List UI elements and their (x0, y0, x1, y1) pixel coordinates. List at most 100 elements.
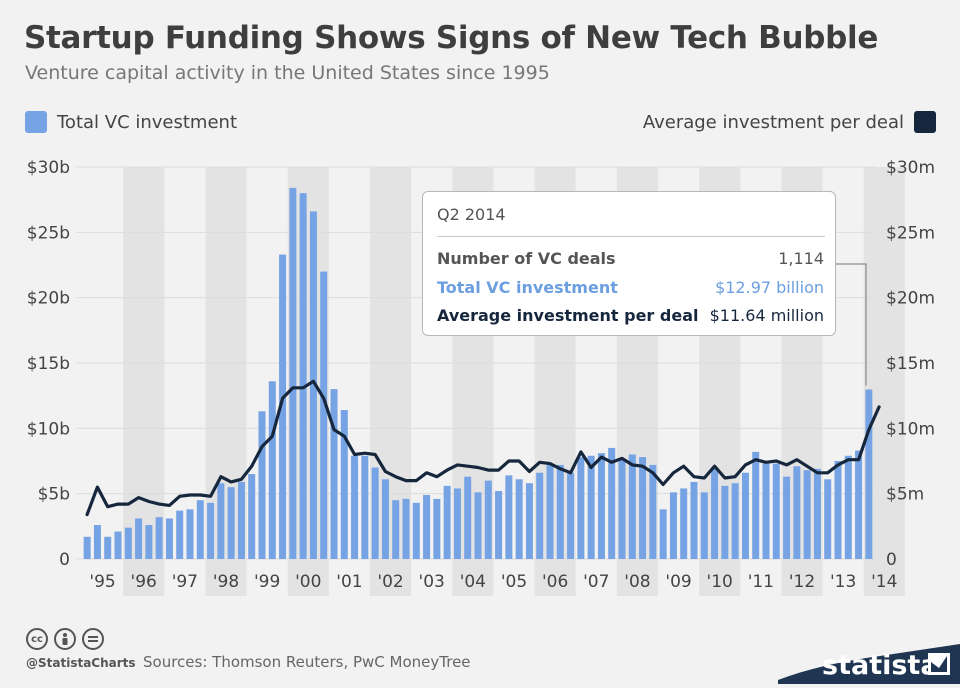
bar (381, 479, 389, 559)
bar (453, 488, 461, 559)
legend-line-label: Average investment per deal (642, 111, 904, 133)
bar (361, 455, 369, 559)
bar (567, 472, 575, 559)
legend-bar-label: Total VC investment (57, 111, 238, 133)
bar (690, 481, 698, 559)
y-left-tick-label: 0 (59, 550, 70, 570)
statista-logo[interactable]: statista (760, 628, 960, 688)
brand-wordmark: statista (822, 650, 939, 681)
tooltip-investment-label: Total VC investment (437, 278, 618, 297)
by-icon[interactable] (54, 628, 76, 650)
chart-title: Startup Funding Shows Signs of New Tech … (24, 20, 879, 56)
x-tick-label: '00 (295, 572, 321, 592)
license-icons[interactable]: cc (26, 628, 104, 650)
bar (844, 455, 852, 559)
tooltip-connector (836, 263, 867, 386)
bar (371, 467, 379, 559)
tooltip-divider (437, 236, 825, 237)
bar (155, 517, 163, 559)
tooltip-row-investment: Total VC investment $12.97 billion (437, 278, 824, 297)
bar (721, 485, 729, 559)
y-right-tick-label: 0 (886, 550, 897, 570)
bar (309, 211, 317, 559)
bar (793, 466, 801, 559)
y-right-tick-label: $25m (886, 223, 935, 243)
bar (124, 527, 132, 559)
bar (700, 492, 708, 559)
bar (320, 271, 328, 559)
bar (237, 481, 245, 559)
bar (165, 518, 173, 559)
bar (464, 476, 472, 559)
y-right-tick-label: $5m (886, 485, 924, 505)
bar (505, 475, 513, 559)
bar (525, 483, 533, 559)
bar (351, 455, 359, 559)
bar (659, 509, 667, 559)
bar (711, 468, 719, 559)
bar (772, 463, 780, 559)
legend-line-swatch (914, 111, 936, 133)
bar (433, 498, 441, 559)
bar (207, 502, 215, 559)
bar (289, 187, 297, 559)
bar (824, 479, 832, 559)
x-tick-label: '02 (377, 572, 403, 592)
bar (196, 500, 204, 559)
bar (649, 464, 657, 559)
tooltip-average-value: $11.64 million (709, 306, 824, 325)
nd-icon[interactable] (82, 628, 104, 650)
tooltip-deals-value: 1,114 (778, 249, 824, 268)
bar (577, 457, 585, 559)
bar (731, 483, 739, 559)
bar (412, 502, 420, 559)
x-tick-label: '97 (172, 572, 198, 592)
twitter-handle[interactable]: @StatistaCharts (26, 656, 136, 670)
bar (114, 531, 122, 559)
y-left-tick-label: $5b (38, 485, 70, 505)
x-tick-label: '01 (336, 572, 362, 592)
bar (865, 389, 873, 559)
cc-icon[interactable]: cc (26, 628, 48, 650)
bar (258, 411, 266, 559)
x-tick-label: '98 (213, 572, 239, 592)
bar (608, 447, 616, 559)
bar (474, 492, 482, 559)
tooltip-row-deals: Number of VC deals 1,114 (437, 249, 824, 268)
x-tick-label: '07 (583, 572, 609, 592)
tooltip-period: Q2 2014 (437, 205, 506, 224)
tooltip-deals-label: Number of VC deals (437, 249, 616, 268)
bar (392, 500, 400, 559)
bar (834, 461, 842, 559)
x-tick-label: '13 (830, 572, 856, 592)
y-left-tick-label: $15b (27, 354, 70, 374)
bar (762, 463, 770, 559)
footer: cc @StatistaCharts Sources: Thomson Reut… (0, 622, 960, 684)
bar (104, 536, 112, 559)
x-tick-label: '14 (871, 572, 897, 592)
bar (618, 459, 626, 559)
bar (515, 479, 523, 559)
bar (546, 464, 554, 559)
bar (176, 510, 184, 559)
bar (628, 454, 636, 559)
x-tick-label: '06 (542, 572, 568, 592)
x-tick-label: '12 (789, 572, 815, 592)
tooltip-average-label: Average investment per deal (437, 306, 699, 325)
y-left-tick-label: $10b (27, 419, 70, 439)
x-tick-label: '11 (748, 572, 774, 592)
y-right-tick-label: $30m (886, 158, 935, 178)
y-left-tick-label: $25b (27, 223, 70, 243)
x-tick-label: '09 (665, 572, 691, 592)
bar (93, 525, 101, 559)
tooltip-q2-2014: Q2 2014 Number of VC deals 1,114 Total V… (422, 191, 836, 336)
bar (83, 536, 91, 559)
y-left-tick-label: $30b (27, 158, 70, 178)
bar (135, 518, 143, 559)
tooltip-row-average: Average investment per deal $11.64 milli… (437, 306, 824, 325)
legend-bar-swatch (25, 111, 47, 133)
x-tick-label: '99 (254, 572, 280, 592)
bar (597, 453, 605, 559)
bar (783, 476, 791, 559)
